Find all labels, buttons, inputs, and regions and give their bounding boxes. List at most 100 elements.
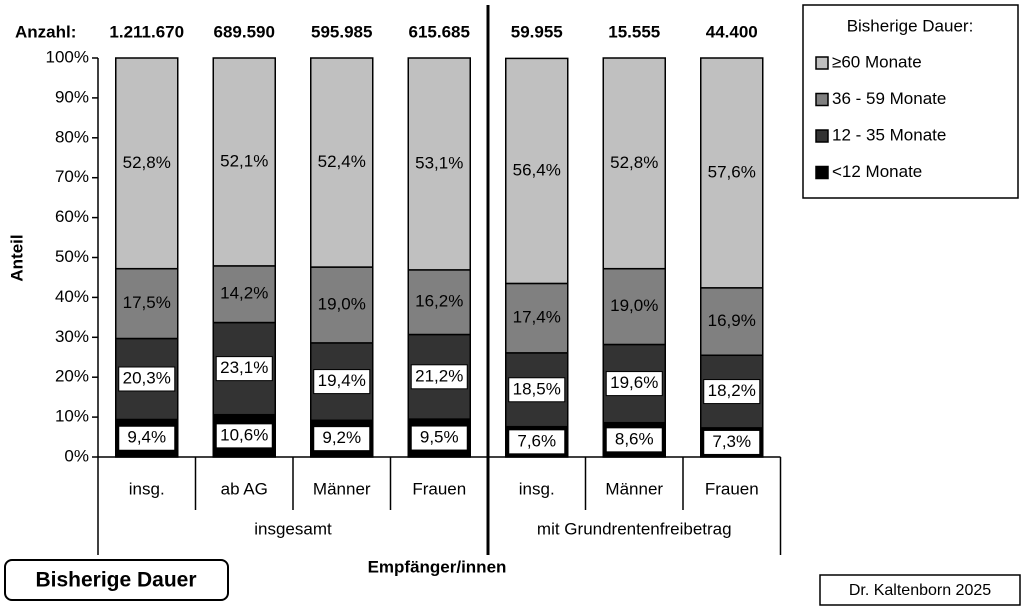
value-label-box <box>605 427 663 453</box>
x-tick-label: ab AG <box>221 479 268 498</box>
bar-segment <box>310 57 374 268</box>
count-label: 689.590 <box>214 22 275 41</box>
legend-swatch <box>815 56 829 70</box>
value-label: 52,8% <box>123 153 171 172</box>
legend-label: ≥60 Monate <box>832 52 922 71</box>
value-label-box <box>703 429 761 455</box>
bar-segment <box>602 267 666 346</box>
value-label: 7,3% <box>712 432 751 451</box>
y-tick-label: 80% <box>55 127 89 146</box>
count-label: 59.955 <box>511 22 563 41</box>
value-label-box <box>605 371 663 397</box>
value-label: 9,2% <box>322 428 361 447</box>
value-label: 52,8% <box>610 153 658 172</box>
x-tick-label: Männer <box>605 479 663 498</box>
value-label-box <box>313 369 371 395</box>
credit-box <box>819 574 1021 606</box>
value-label: 53,1% <box>415 153 463 172</box>
value-label: 18,5% <box>513 379 561 398</box>
legend-label: <12 Monate <box>832 162 922 181</box>
value-label-box <box>118 366 176 392</box>
value-label: 16,2% <box>415 292 463 311</box>
count-label: 595.985 <box>311 22 372 41</box>
value-label-box <box>508 429 566 455</box>
value-label-box <box>410 425 468 451</box>
value-label-box <box>215 356 273 382</box>
value-label: 9,5% <box>420 428 459 447</box>
value-label: 19,0% <box>610 296 658 315</box>
value-label: 52,4% <box>318 152 366 171</box>
value-label: 16,9% <box>708 311 756 330</box>
bar-segment <box>212 57 276 267</box>
value-label: 19,6% <box>610 373 658 392</box>
bar-segment <box>505 57 569 285</box>
count-label: 615.685 <box>409 22 470 41</box>
y-tick-label: 50% <box>55 247 89 266</box>
value-label: 52,1% <box>220 151 268 170</box>
credit: Dr. Kaltenborn 2025 <box>849 582 991 599</box>
value-label: 19,0% <box>318 294 366 313</box>
y-tick-label: 90% <box>55 87 89 106</box>
legend-label: 12 - 35 Monate <box>832 125 946 144</box>
value-label: 14,2% <box>220 284 268 303</box>
y-tick-label: 70% <box>55 167 89 186</box>
value-label: 17,5% <box>123 293 171 312</box>
count-label: 15.555 <box>608 22 660 41</box>
group-label: insgesamt <box>254 519 332 538</box>
legend-swatch <box>815 129 829 143</box>
legend-label: 36 - 59 Monate <box>832 89 946 108</box>
bar-segment <box>212 265 276 324</box>
y-tick-label: 100% <box>46 47 89 66</box>
y-tick-label: 0% <box>64 446 89 465</box>
legend-swatch <box>815 92 829 107</box>
bar-segment <box>407 57 471 271</box>
count-label: 1.211.670 <box>109 22 184 41</box>
value-label: 17,4% <box>513 308 561 327</box>
value-label-box <box>313 426 371 452</box>
y-tick-label: 40% <box>55 287 89 306</box>
bar-segment <box>700 57 764 289</box>
value-label-box <box>508 377 566 403</box>
bar-segment <box>700 287 764 357</box>
legend-box <box>802 4 1019 199</box>
x-tick-label: Männer <box>313 479 371 498</box>
y-tick-label: 30% <box>55 327 89 346</box>
legend-swatch <box>815 165 829 180</box>
bar-segment <box>115 267 179 340</box>
y-tick-label: 20% <box>55 367 89 386</box>
count-label: 44.400 <box>706 22 758 41</box>
bar-segment <box>407 269 471 336</box>
value-label: 9,4% <box>127 428 166 447</box>
value-label-box <box>703 379 761 405</box>
y-tick-label: 10% <box>55 407 89 426</box>
value-label-box <box>118 425 176 451</box>
bar-segment <box>115 57 179 270</box>
bar-segment <box>602 57 666 270</box>
y-axis-label: Anteil <box>7 234 26 281</box>
value-label-box <box>410 364 468 390</box>
chart-title: Bisherige Dauer <box>35 569 196 592</box>
x-tick-label: Frauen <box>705 479 759 498</box>
value-label: 19,4% <box>318 371 366 390</box>
bar-segment <box>310 266 374 344</box>
value-label: 23,1% <box>220 358 268 377</box>
value-label-box <box>215 423 273 449</box>
x-tick-label: insg. <box>129 479 165 498</box>
title-box <box>4 559 229 601</box>
value-label: 10,6% <box>220 425 268 444</box>
value-label: 57,6% <box>708 162 756 181</box>
y-tick-label: 60% <box>55 207 89 226</box>
x-tick-label: Frauen <box>412 479 466 498</box>
x-axis-label: Empfänger/innen <box>368 557 507 576</box>
value-label: 7,6% <box>517 431 556 450</box>
value-label: 18,2% <box>708 381 756 400</box>
value-label: 56,4% <box>513 160 561 179</box>
value-label: 8,6% <box>615 429 654 448</box>
x-tick-label: insg. <box>519 479 555 498</box>
value-label: 21,2% <box>415 366 463 385</box>
value-label: 20,3% <box>123 368 171 387</box>
group-label: mit Grundrentenfreibetrag <box>537 519 732 538</box>
legend-title: Bisherige Dauer: <box>847 16 974 35</box>
counts-label: Anzahl: <box>15 22 76 41</box>
